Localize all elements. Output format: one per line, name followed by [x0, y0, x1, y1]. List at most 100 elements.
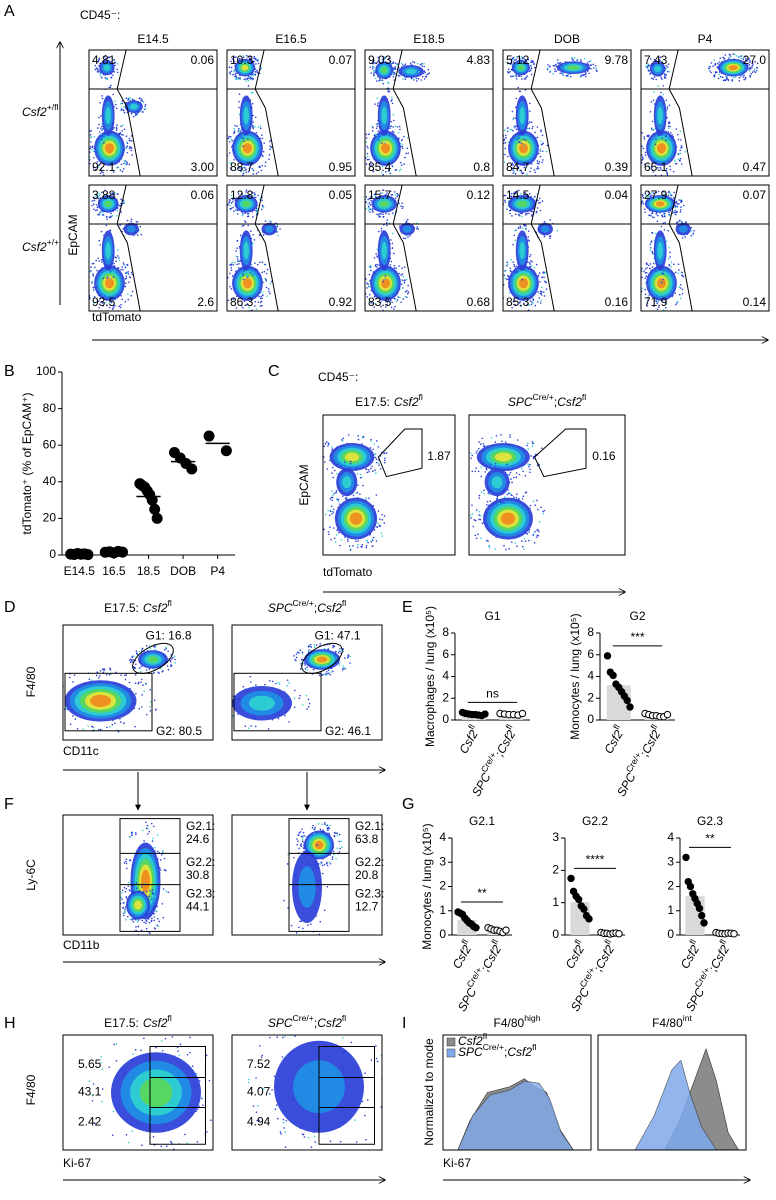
- event-dot: [515, 190, 518, 193]
- event-dot: [101, 302, 104, 304]
- event-dot: [462, 461, 464, 463]
- event-dot: [534, 504, 536, 506]
- event-dot: [665, 171, 668, 173]
- event-dot: [252, 233, 254, 236]
- event-dot: [365, 196, 368, 198]
- event-dot: [749, 74, 751, 77]
- event-dot: [480, 491, 483, 493]
- event-dot: [375, 253, 377, 255]
- event-dot: [484, 465, 487, 467]
- event-dot: [530, 121, 533, 123]
- event-dot: [665, 240, 668, 242]
- event-dot: [119, 224, 121, 226]
- event-dot: [125, 275, 128, 278]
- event-dot: [135, 650, 138, 652]
- event-dot: [650, 77, 653, 80]
- event-dot: [114, 64, 116, 67]
- event-dot: [118, 259, 121, 262]
- event-dot: [110, 301, 113, 304]
- event-dot: [499, 150, 501, 152]
- event-dot: [99, 670, 102, 672]
- event-dot: [526, 173, 528, 175]
- event-dot: [512, 192, 515, 195]
- event-dot: [672, 170, 675, 173]
- event-dot: [224, 151, 226, 153]
- event-dot: [753, 70, 756, 72]
- event-dot: [638, 210, 640, 212]
- event-dot: [128, 659, 131, 661]
- event-dot: [501, 143, 503, 145]
- event-dot: [639, 274, 641, 276]
- event-dot: [375, 540, 378, 542]
- event-dot: [123, 112, 126, 114]
- event-dot: [92, 302, 95, 304]
- event-dot: [400, 274, 402, 276]
- event-dot: [500, 275, 502, 277]
- event-dot: [149, 701, 152, 703]
- gate-value: 3.00: [191, 160, 215, 174]
- event-dot: [312, 668, 315, 671]
- event-dot: [98, 677, 100, 679]
- event-dot: [506, 263, 509, 266]
- event-dot: [225, 285, 227, 287]
- event-dot: [529, 69, 532, 71]
- event-dot: [140, 681, 142, 683]
- event-dot: [644, 192, 647, 195]
- event-dot: [402, 237, 405, 240]
- event-dot: [530, 301, 533, 303]
- event-dot: [254, 305, 256, 307]
- event-dot: [129, 661, 132, 663]
- event-dot: [369, 196, 372, 198]
- event-dot: [247, 224, 249, 227]
- event-dot: [236, 78, 238, 81]
- axis-label: F4/80: [24, 1074, 38, 1105]
- event-dot: [95, 197, 98, 200]
- event-dot: [260, 169, 263, 172]
- event-dot: [112, 193, 115, 196]
- event-dot: [242, 274, 244, 276]
- event-dot: [239, 77, 241, 79]
- event-dot: [519, 58, 521, 60]
- event-dot: [130, 149, 132, 152]
- event-dot: [675, 303, 677, 306]
- event-dot: [238, 57, 241, 60]
- event-dot: [46, 690, 48, 692]
- event-dot: [534, 195, 536, 198]
- gate-value: 27.0: [743, 53, 767, 67]
- event-dot: [420, 79, 423, 81]
- event-dot: [135, 113, 138, 115]
- plot-frame: [640, 49, 770, 177]
- event-dot: [363, 150, 365, 152]
- event-dot: [356, 467, 358, 469]
- event-dot: [743, 74, 745, 77]
- panel-letter: G: [402, 796, 414, 813]
- event-dot: [755, 69, 758, 72]
- event-dot: [584, 71, 587, 74]
- event-dot: [426, 73, 428, 76]
- event-dot: [366, 152, 369, 155]
- density: [381, 278, 390, 289]
- plot-title-part: ;: [554, 395, 557, 409]
- event-dot: [113, 71, 116, 73]
- event-dot: [656, 214, 659, 217]
- event-dot: [526, 303, 529, 306]
- event-dot: [108, 306, 111, 309]
- event-dot: [419, 63, 422, 66]
- event-dot: [245, 191, 247, 193]
- event-dot: [367, 209, 370, 212]
- event-dot: [514, 59, 516, 61]
- event-dot: [644, 288, 646, 291]
- event-dot: [230, 722, 232, 724]
- event-dot: [373, 66, 375, 68]
- event-dot: [102, 305, 104, 307]
- event-dot: [402, 147, 404, 150]
- event-dot: [404, 295, 407, 298]
- event-dot: [512, 300, 515, 303]
- event-dot: [234, 75, 236, 78]
- event-dot: [136, 234, 139, 236]
- event-dot: [515, 78, 518, 80]
- event-dot: [528, 304, 531, 306]
- event-dot: [325, 671, 328, 673]
- event-dot: [647, 162, 649, 164]
- event-dot: [269, 680, 271, 682]
